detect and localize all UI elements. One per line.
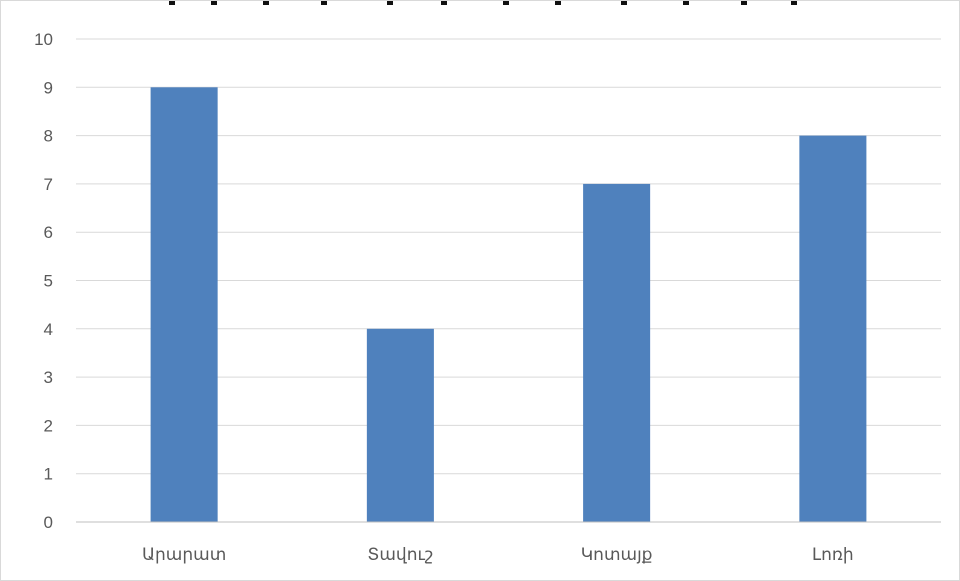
y-tick-label: 5: [44, 272, 53, 291]
gridlines: [76, 38, 941, 475]
y-tick-label: 1: [44, 465, 53, 484]
x-category-label: Լոռի: [812, 545, 854, 565]
y-axis-ticks: 0 1 2 3 4 5 6 7 8 9 10: [34, 30, 53, 532]
y-tick-label: 6: [44, 223, 53, 242]
bar-1: [150, 87, 218, 523]
x-category-label: Արարատ: [142, 545, 226, 565]
y-tick-label: 8: [44, 127, 53, 146]
cropped-title-remnant: [151, 1, 811, 5]
bar-4: [799, 135, 867, 522]
y-tick-label: 3: [44, 368, 53, 387]
x-axis-categories: Արարատ Տավուշ Կոտայք Լոռի: [142, 545, 854, 565]
y-tick-label: 0: [44, 513, 53, 532]
x-category-label: Տավուշ: [367, 545, 433, 565]
y-tick-label: 10: [34, 30, 53, 49]
bar-3: [583, 183, 651, 522]
bar-2: [366, 328, 434, 522]
y-tick-label: 9: [44, 78, 53, 97]
y-tick-label: 2: [44, 416, 53, 435]
bars: [150, 87, 867, 523]
y-tick-label: 7: [44, 175, 53, 194]
x-category-label: Կոտայք: [581, 545, 653, 565]
y-tick-label: 4: [44, 320, 53, 339]
